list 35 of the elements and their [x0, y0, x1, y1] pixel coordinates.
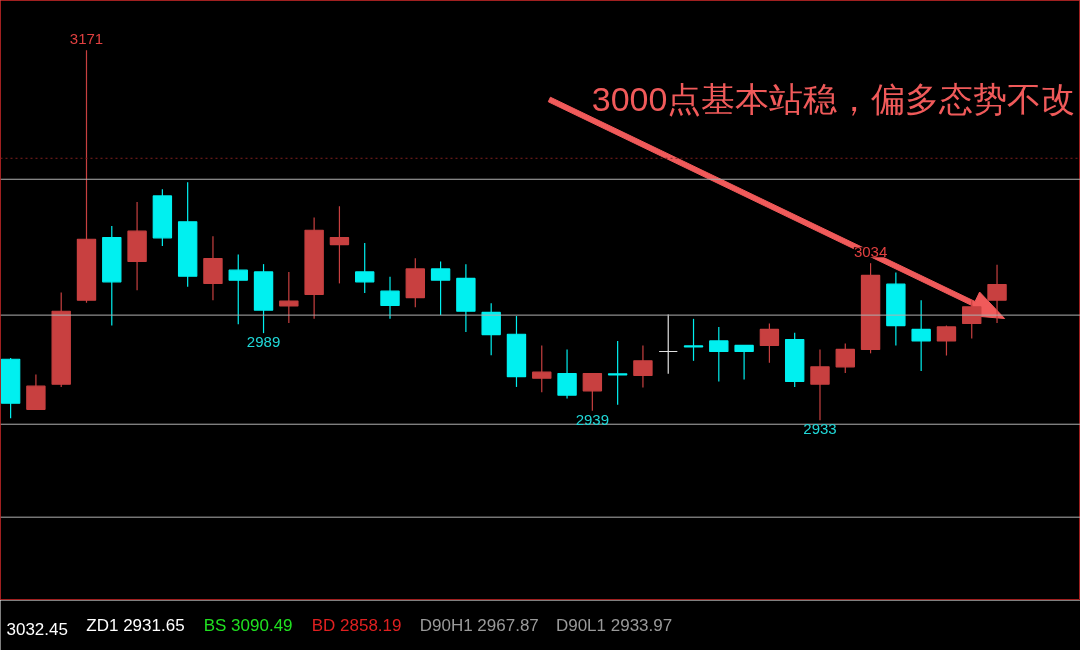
- candlestick: [380, 276, 400, 320]
- candlestick: [709, 326, 729, 383]
- candlestick: [26, 373, 46, 410]
- text: BS 3090.49: [203, 615, 293, 635]
- candlestick: [557, 348, 577, 400]
- candlestick: [734, 344, 754, 381]
- candlestick: [936, 324, 957, 357]
- candlestick: [430, 260, 451, 316]
- text: D90H1 2967.87: [419, 615, 539, 635]
- candlestick: [481, 302, 501, 356]
- text: ZD1 2931.65: [86, 615, 185, 635]
- annotation: 2933: [803, 420, 837, 438]
- candlestick: [355, 242, 375, 294]
- candlestick: [658, 313, 678, 375]
- annotation: 3171: [69, 30, 104, 48]
- candlestick: [683, 318, 704, 362]
- candlestick: [228, 253, 248, 325]
- candlestick: [835, 342, 855, 374]
- text: D90L1 2933.97: [555, 615, 673, 635]
- candlestick: [810, 348, 830, 421]
- candlestick: [582, 372, 603, 412]
- candlestick: [329, 205, 350, 284]
- candlestick: [532, 344, 552, 393]
- candlestick: [607, 340, 628, 406]
- annotation: 2939: [575, 410, 610, 428]
- annotation: 2989: [246, 333, 281, 351]
- annotation: 3000点基本站稳，偏多态势不改: [591, 79, 1076, 118]
- candlestick: [911, 299, 931, 372]
- candlestick: [987, 264, 1007, 324]
- text: 3032.45: [6, 619, 68, 639]
- candlestick: [759, 322, 780, 364]
- candlestick: [279, 271, 299, 324]
- candlestick: [633, 344, 653, 388]
- text: BD 2858.19: [311, 615, 402, 635]
- annotation: 3034: [853, 243, 888, 261]
